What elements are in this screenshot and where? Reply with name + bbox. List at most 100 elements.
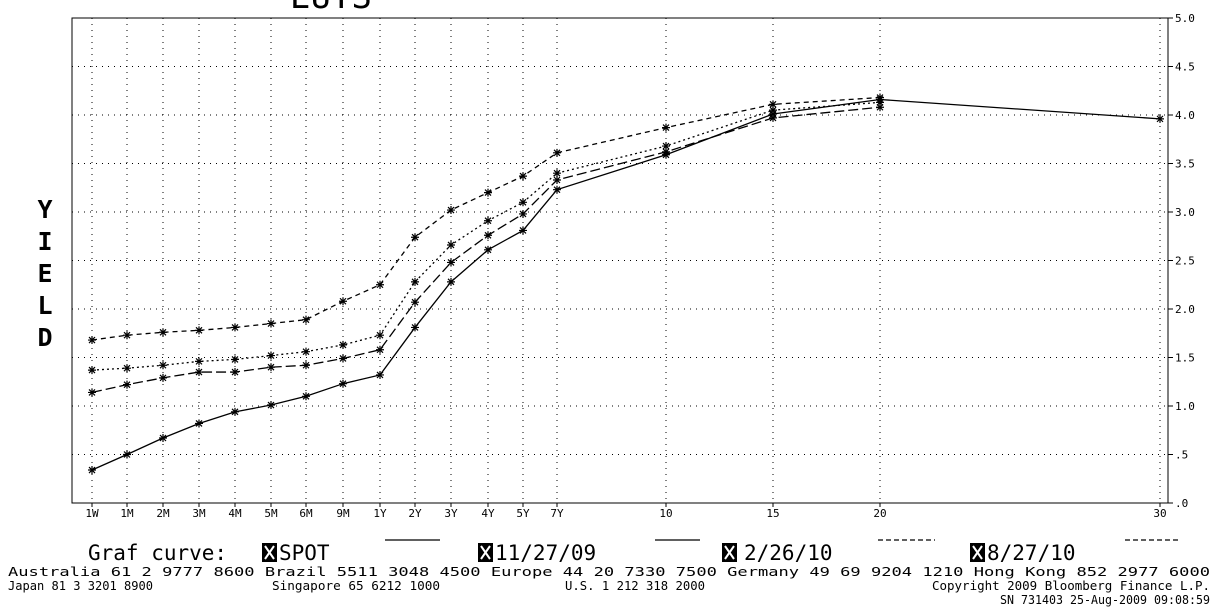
plot-frame <box>71 17 1169 504</box>
point-marker <box>123 331 131 340</box>
x-tick-label: 1M <box>120 507 134 520</box>
point-marker <box>553 175 561 184</box>
point-marker <box>159 328 167 337</box>
point-marker <box>195 419 203 428</box>
point-marker <box>553 185 561 194</box>
x-tick-label: 15 <box>766 507 779 520</box>
y-tick-label: 5.0 <box>1175 12 1195 25</box>
x-tick-label: 4Y <box>481 507 495 520</box>
point-marker <box>376 331 384 340</box>
point-marker <box>195 368 203 377</box>
point-marker <box>123 380 131 389</box>
point-marker <box>519 172 527 181</box>
point-marker <box>447 206 455 215</box>
x-tick-label: 3Y <box>444 507 458 520</box>
legend-label: SPOT <box>279 541 330 565</box>
point-marker <box>447 258 455 267</box>
point-marker <box>231 368 239 377</box>
point-marker <box>195 357 203 366</box>
point-marker <box>339 340 347 349</box>
x-tick-label: 1W <box>85 507 99 520</box>
point-marker <box>662 123 670 132</box>
legend-label: 2/26/10 <box>744 541 833 565</box>
point-marker <box>769 106 777 115</box>
point-marker <box>484 231 492 240</box>
point-marker <box>267 319 275 328</box>
y-tick-label: .0 <box>1175 497 1188 510</box>
point-marker <box>519 209 527 218</box>
point-marker <box>447 240 455 249</box>
x-tick-label: 6M <box>299 507 313 520</box>
point-marker <box>159 361 167 370</box>
y-axis-label: YIELD <box>31 195 60 355</box>
chart-title: EUTS <box>290 0 372 17</box>
y-tick-label: 2.5 <box>1175 255 1195 268</box>
series-line <box>91 96 881 341</box>
x-tick-label: 9M <box>336 507 350 520</box>
footer-text: Australia 61 2 9777 8600 Brazil 5511 304… <box>8 565 1210 579</box>
point-marker <box>231 407 239 416</box>
point-marker <box>376 345 384 354</box>
y-tick-label: 1.0 <box>1175 400 1195 413</box>
point-marker <box>769 113 777 122</box>
x-tick-label: 20 <box>873 507 886 520</box>
x-tick-label: 3M <box>192 507 206 520</box>
point-marker <box>267 351 275 360</box>
point-marker <box>411 323 419 332</box>
point-marker <box>159 434 167 443</box>
point-marker <box>876 103 884 112</box>
point-marker <box>231 355 239 364</box>
x-tick-label: 30 <box>1153 507 1166 520</box>
footer-text: SN 731403 25-Aug-2009 09:08:59 <box>1000 593 1210 607</box>
point-marker <box>88 336 96 345</box>
point-marker <box>302 361 310 370</box>
legend-label: 8/27/10 <box>987 541 1076 565</box>
point-marker <box>339 297 347 306</box>
point-marker <box>267 363 275 372</box>
y-tick-label: .5 <box>1175 449 1188 462</box>
point-marker <box>123 364 131 373</box>
point-marker <box>484 188 492 197</box>
point-marker <box>411 233 419 242</box>
y-tick-label: 3.0 <box>1175 206 1195 219</box>
point-marker <box>88 388 96 397</box>
point-marker <box>88 466 96 475</box>
y-tick-label: 4.5 <box>1175 61 1195 74</box>
point-marker <box>411 298 419 307</box>
point-marker <box>376 370 384 379</box>
footer-text: Japan 81 3 3201 8900 <box>8 579 153 593</box>
x-tick-label: 10 <box>659 507 672 520</box>
point-marker <box>876 98 884 107</box>
series-line <box>91 106 881 394</box>
point-marker <box>159 373 167 382</box>
series-line <box>91 98 1161 471</box>
legend-checkbox-x <box>972 545 983 560</box>
point-marker <box>662 142 670 151</box>
footer-text: Copyright 2009 Bloomberg Finance L.P. <box>932 579 1210 593</box>
x-tick-label: 4M <box>228 507 242 520</box>
point-marker <box>195 326 203 335</box>
x-tick-label: 5Y <box>516 507 530 520</box>
y-tick-label: 2.0 <box>1175 303 1195 316</box>
point-marker <box>123 450 131 459</box>
legend-checkbox-x <box>480 545 491 560</box>
point-marker <box>484 245 492 254</box>
point-marker <box>553 148 561 157</box>
point-marker <box>662 147 670 156</box>
x-tick-label: 5M <box>264 507 278 520</box>
y-tick-label: 3.5 <box>1175 158 1195 171</box>
point-marker <box>769 100 777 109</box>
point-marker <box>302 392 310 401</box>
x-tick-label: 1Y <box>373 507 387 520</box>
point-marker <box>1156 114 1164 123</box>
footer-text: U.S. 1 212 318 2000 <box>565 579 705 593</box>
y-tick-label: 4.0 <box>1175 109 1195 122</box>
point-marker <box>88 366 96 375</box>
point-marker <box>876 93 884 102</box>
point-marker <box>231 323 239 332</box>
point-marker <box>519 198 527 207</box>
x-tick-label: 2M <box>156 507 170 520</box>
x-tick-label: 2Y <box>408 507 422 520</box>
point-marker <box>447 277 455 286</box>
